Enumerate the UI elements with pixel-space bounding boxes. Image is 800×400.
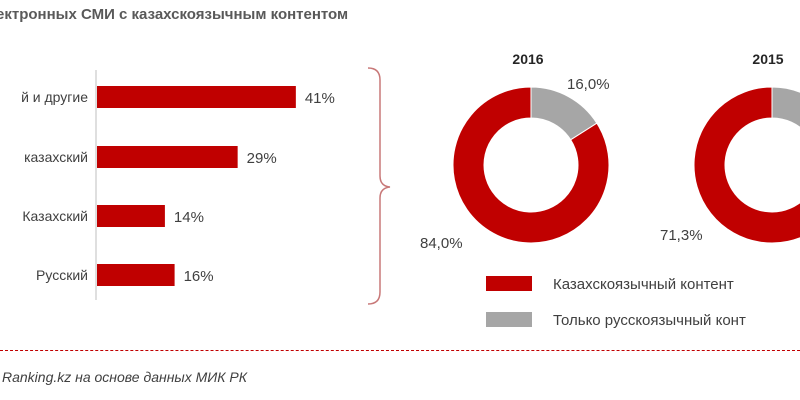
bar-category-label: Казахский (22, 208, 88, 224)
donut-chart-2015: 2015 71,3% (660, 51, 800, 244)
chart-title: ектронных СМИ с казахскоязычным контенто… (0, 6, 349, 23)
donut-chart-2016: 2016 84,0% 16,0% (420, 51, 610, 252)
bar-1 (97, 86, 296, 108)
legend-label: Только русскоязычный конт (553, 312, 746, 329)
bar-2 (97, 146, 238, 168)
bar-chart: й и другие 41% казахский 29% Казахский 14% Рус… (21, 86, 335, 286)
legend-label: Казахскоязычный контент (553, 276, 734, 293)
legend-swatch (486, 276, 532, 291)
source-note: Ranking.kz на основе данных МИК РК (2, 369, 248, 385)
bar-category-label: й и другие (21, 89, 88, 105)
bar-value-label: 16% (184, 268, 214, 285)
donut-year-label: 2015 (752, 51, 783, 67)
bar-4 (97, 264, 175, 286)
bar-category-label: казахский (24, 149, 88, 165)
bar-3 (97, 205, 165, 227)
legend: Казахскоязычный контент Только русскоязыч… (486, 276, 746, 329)
donut-slice (771, 86, 800, 128)
donut-value-label: 16,0% (567, 76, 610, 93)
legend-swatch (486, 312, 532, 327)
bar-value-label: 29% (247, 150, 277, 167)
bracket (367, 67, 391, 305)
donut-value-label: 71,3% (660, 227, 703, 244)
bar-category-label: Русский (36, 267, 88, 283)
donut-year-label: 2016 (512, 51, 543, 67)
donut-value-label: 84,0% (420, 235, 463, 252)
footer-divider (0, 350, 800, 351)
donut-slice (452, 86, 610, 244)
bar-value-label: 14% (174, 209, 204, 226)
bar-value-label: 41% (305, 90, 335, 107)
donut-slice (693, 86, 800, 244)
